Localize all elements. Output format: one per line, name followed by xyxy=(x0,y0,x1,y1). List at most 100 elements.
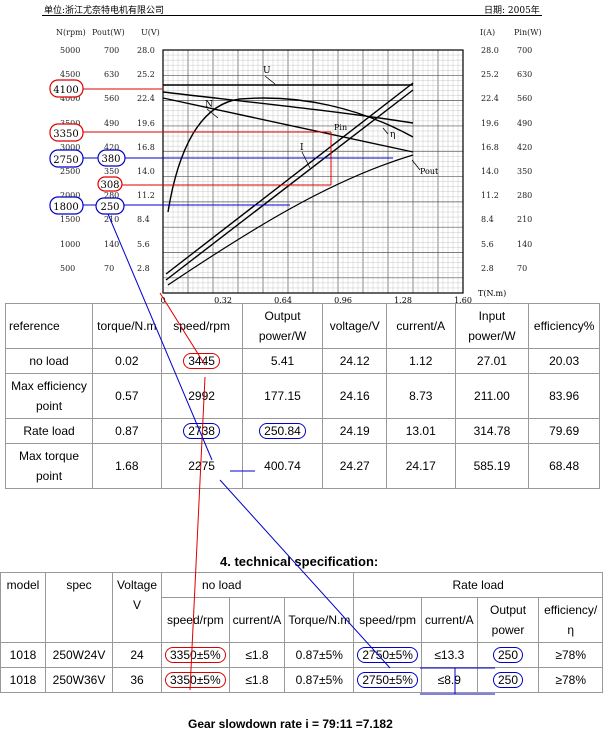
spec-subheader: current/A xyxy=(228,597,286,643)
perf-header: current/A xyxy=(385,303,456,349)
rpm-tick-label: 2000 xyxy=(60,191,81,201)
spec-rate-power-highlight: 250 xyxy=(493,647,524,663)
perf-header: reference xyxy=(4,303,94,349)
pout-308-marker xyxy=(97,176,123,192)
pout-curve-label: Pout xyxy=(420,167,439,176)
spec-subheader: current/A xyxy=(420,597,478,643)
pin-tick-label: 420 xyxy=(517,142,533,152)
i-tick-label: 5.6 xyxy=(481,239,494,249)
spec-rate-speed-highlight: 2750±5% xyxy=(357,647,418,663)
chart-frame xyxy=(162,49,464,294)
i-tick-label: 8.4 xyxy=(481,215,494,225)
rpm-tick-label: 1000 xyxy=(60,239,81,249)
pin-tick-label: 630 xyxy=(517,70,533,80)
spec-header-rateload: Rate load xyxy=(353,572,603,598)
u-tick-label: 25.2 xyxy=(137,70,155,80)
spec-noload-speed-highlight: 3350±5% xyxy=(165,672,226,688)
pout-curve xyxy=(162,97,414,153)
x-tick-label: 0.64 xyxy=(274,296,292,305)
x-tick-label: 0.96 xyxy=(334,296,352,305)
pout-tick-label: 630 xyxy=(104,70,120,80)
i-tick-label: 11.2 xyxy=(481,191,499,201)
table-row: Rate load 0.87 2738 250.84 24.19 13.01 3… xyxy=(4,418,600,444)
spec-header-noload: no load xyxy=(160,572,355,598)
pout-250-label: 250 xyxy=(100,202,119,213)
u-curve-label: U xyxy=(263,66,271,76)
i-curve-label: I xyxy=(300,143,304,153)
perf-header: efficiency% xyxy=(528,303,600,349)
pin-curve-label: Pin xyxy=(334,123,347,132)
rate-power-highlight: 250.84 xyxy=(259,423,306,439)
rpm-tick-label: 3000 xyxy=(60,142,81,152)
i-tick-label: 14.0 xyxy=(481,167,499,176)
rpm-2750-marker xyxy=(49,149,84,168)
pout-tick-label: 700 xyxy=(104,46,120,55)
rpm-tick-label: 1500 xyxy=(60,215,81,225)
pin-tick-label: 490 xyxy=(517,118,533,128)
spec-subheader: efficiency/η xyxy=(538,597,603,643)
x-tick-label: 1.60 xyxy=(454,296,472,305)
pin-tick-label: 70 xyxy=(517,263,528,273)
u-tick-label: 16.8 xyxy=(137,142,155,152)
x-tick-label: 1.28 xyxy=(394,296,412,305)
rpm-1800-marker xyxy=(49,196,84,215)
table-row: 1018 250W36V 36 3350±5% ≤1.8 0.87±5% 275… xyxy=(0,667,603,693)
rpm-axis-title: N(rpm) xyxy=(56,28,86,37)
pout-380-label: 380 xyxy=(101,154,120,165)
rpm-4100-marker xyxy=(49,79,84,98)
rpm-tick-label: 4500 xyxy=(60,70,81,80)
i-tick-label: 28.0 xyxy=(481,46,499,55)
u-tick-label: 11.2 xyxy=(137,191,155,201)
header-rule xyxy=(42,15,542,16)
spec-subheader: speed/rpm xyxy=(353,597,422,643)
rpm-tick-label: 500 xyxy=(60,263,76,273)
gear-ratio-note: Gear slowdown rate i = 79:11 =7.182 xyxy=(188,717,393,731)
spec-table: model spec Voltage V no load Rate load s… xyxy=(0,572,603,693)
pin-axis-title: Pin(W) xyxy=(514,28,542,37)
u-tick-label: 22.4 xyxy=(137,94,155,104)
n-curve xyxy=(162,91,414,124)
pout-tick-label: 280 xyxy=(104,191,120,201)
rate-speed-highlight: 2738 xyxy=(183,423,220,439)
perf-header: Output power/W xyxy=(241,303,324,349)
pout-380-marker xyxy=(97,149,126,167)
spec-subheader: speed/rpm xyxy=(161,597,230,643)
i-tick-label: 2.8 xyxy=(481,263,494,273)
company-name: 单位:浙江尤奈特电机有限公司 xyxy=(44,6,165,16)
rpm-tick-label: 5000 xyxy=(60,46,81,55)
rpm-4100-label: 4100 xyxy=(53,85,78,96)
pout-tick-label: 560 xyxy=(104,94,120,104)
rpm-tick-label: 3500 xyxy=(60,118,81,128)
u-tick-label: 14.0 xyxy=(137,167,155,176)
table-row: Max torque point 1.68 2275 400.74 24.27 … xyxy=(4,443,600,489)
pin-tick-label: 350 xyxy=(517,167,533,176)
rpm-tick-label: 2500 xyxy=(60,167,81,176)
pout-308-label: 308 xyxy=(100,180,119,191)
pout-tick-label: 490 xyxy=(104,118,120,128)
report-date: 日期: 2005年 xyxy=(484,6,540,16)
spec-rate-speed-highlight: 2750±5% xyxy=(357,672,418,688)
perf-header: speed/rpm xyxy=(160,303,243,349)
pin-tick-label: 700 xyxy=(517,46,533,55)
rpm-3350-marker xyxy=(49,123,84,142)
table-row: 1018 250W24V 24 3350±5% ≤1.8 0.87±5% 275… xyxy=(0,642,603,668)
pout-tick-label: 350 xyxy=(104,167,120,176)
x-tick-label: 0.32 xyxy=(214,296,232,305)
spec-title: 4. technical specification: xyxy=(220,554,379,569)
perf-header: Input power/W xyxy=(454,303,530,349)
pin-tick-label: 210 xyxy=(517,215,533,225)
rpm-tick-label: 4000 xyxy=(60,94,81,104)
spec-rate-power-highlight: 250 xyxy=(493,672,524,688)
i-axis-title: I(A) xyxy=(480,28,496,37)
motor-performance-chart: U N η Pin I Pout 4100 3350 2750 1800 380… xyxy=(49,49,506,305)
pout-curve-lower xyxy=(167,154,414,286)
pin-tick-label: 560 xyxy=(517,94,533,104)
eta-curve xyxy=(167,97,414,213)
table-row: no load 0.02 3445 5.41 24.12 1.12 27.01 … xyxy=(4,348,600,374)
table-row: Max efficiency point 0.57 2992 177.15 24… xyxy=(4,373,600,419)
pin-tick-label: 140 xyxy=(517,239,533,249)
rpm-3350-label: 3350 xyxy=(53,129,78,140)
rpm-2750-label: 2750 xyxy=(53,155,78,166)
u-axis-title: U(V) xyxy=(141,28,160,37)
noload-speed-highlight: 3445 xyxy=(183,353,220,369)
